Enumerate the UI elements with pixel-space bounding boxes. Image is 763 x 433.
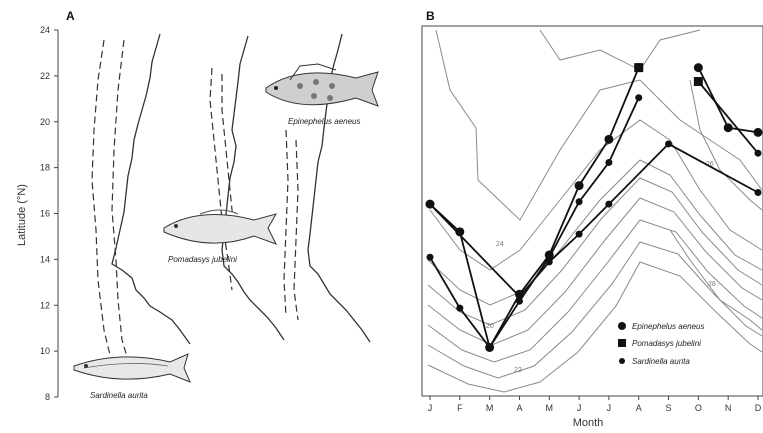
y-tick-label: 24 xyxy=(40,25,50,35)
species-label-sardinella: Sardinella aurita xyxy=(90,391,148,400)
y-tick-label: 12 xyxy=(40,300,50,310)
x-tick-label: J xyxy=(607,403,612,413)
route-sardinella-2-icon xyxy=(111,39,129,361)
data-point-dot xyxy=(575,198,583,206)
panel-a-label: A xyxy=(66,9,75,23)
migration-routes xyxy=(91,39,299,361)
series-line xyxy=(429,67,640,350)
x-tick-label: M xyxy=(486,403,494,413)
sardinella-fish-icon xyxy=(73,353,191,383)
x-tick-label: D xyxy=(755,403,762,413)
isotherm-label: 22 xyxy=(514,367,522,374)
series-line xyxy=(429,142,759,298)
x-tick-label: A xyxy=(636,403,642,413)
x-tick-label: S xyxy=(666,403,672,413)
data-point-dot xyxy=(486,343,494,351)
isotherm-contours xyxy=(427,29,763,393)
route-epinephelus-1-icon xyxy=(283,129,289,317)
data-point-dot xyxy=(545,258,553,266)
route-pomadasys-2-icon xyxy=(221,74,235,231)
coastline-2-icon xyxy=(221,35,285,341)
data-point-dot xyxy=(665,140,673,148)
data-point-dot xyxy=(635,94,643,102)
legend-label-pomadasys: Pomadasys jubelini xyxy=(632,339,701,348)
coastline-1-icon xyxy=(111,33,191,345)
panel-a-y-label: Latitude (°N) xyxy=(16,184,28,246)
x-tick-label: M xyxy=(546,403,554,413)
panel-b-legend: Epinephelus aeneus Pomadasys jubelini Sa… xyxy=(618,322,705,366)
data-point-dot xyxy=(754,189,762,196)
data-point-dot xyxy=(426,253,434,261)
isotherm-label: 26 xyxy=(706,161,714,168)
legend-label-epinephelus: Epinephelus aeneus xyxy=(632,322,705,331)
isotherm-label: 28 xyxy=(708,281,716,288)
y-tick-label: 10 xyxy=(40,346,50,356)
panel-b-label: B xyxy=(426,9,435,23)
y-tick-label: 14 xyxy=(40,254,50,264)
x-tick-label: F xyxy=(457,403,463,413)
panel-b: B 20 22 24 26 28 J F M A M J J A S O N D Month xyxy=(421,9,763,429)
data-point-dot xyxy=(426,200,434,208)
data-point-circle xyxy=(693,63,703,73)
panel-a: A 8 10 12 14 16 18 20 22 24 Latitude (°N) xyxy=(16,9,379,402)
species-label-pomadasys: Pomadasys jubelini xyxy=(168,255,237,264)
x-tick-label: A xyxy=(516,403,522,413)
route-epinephelus-2-icon xyxy=(293,139,299,321)
panel-b-x-label: Month xyxy=(573,417,604,429)
series-line xyxy=(697,67,759,134)
data-point-dot xyxy=(694,78,702,85)
data-point-circle xyxy=(604,134,614,144)
pomadasys-fish-icon xyxy=(163,209,278,245)
data-point-dot xyxy=(605,200,613,208)
route-sardinella-1-icon xyxy=(91,39,111,356)
x-tick-label: N xyxy=(725,403,732,413)
data-point-dot xyxy=(515,293,523,301)
isotherm-label: 24 xyxy=(496,241,504,248)
y-tick-label: 22 xyxy=(40,71,50,81)
data-point-circle xyxy=(723,123,733,133)
x-tick-label: J xyxy=(577,403,582,413)
y-tick-label: 20 xyxy=(40,117,50,127)
data-point-dot xyxy=(754,149,762,157)
series-line xyxy=(697,80,759,154)
panel-b-frame xyxy=(421,25,763,397)
y-tick-label: 8 xyxy=(45,392,50,402)
legend-marker-square xyxy=(618,339,626,347)
x-tick-label: O xyxy=(695,403,702,413)
data-point-dot xyxy=(575,230,583,238)
panel-a-y-ticks: 8 10 12 14 16 18 20 22 24 xyxy=(40,25,58,402)
legend-marker-dot xyxy=(619,358,625,364)
isotherm-labels: 20 22 24 26 28 xyxy=(486,161,716,374)
epinephelus-fish-icon xyxy=(265,63,379,107)
route-pomadasys-1-icon xyxy=(209,67,233,291)
data-point-dot xyxy=(456,304,464,312)
x-tick-label: J xyxy=(428,403,433,413)
data-point-dot xyxy=(605,158,613,166)
data-point-circle xyxy=(574,181,584,191)
isotherm-label: 20 xyxy=(486,323,494,330)
legend-label-sardinella: Sardinella aurita xyxy=(632,357,690,366)
data-point-circle xyxy=(455,227,465,237)
data-point-circle xyxy=(753,127,763,137)
panel-b-series xyxy=(425,63,763,352)
species-label-epinephelus: Epinephelus aeneus xyxy=(288,117,361,126)
legend-marker-circle xyxy=(618,322,626,330)
y-tick-label: 16 xyxy=(40,209,50,219)
data-point-square xyxy=(634,63,644,73)
y-tick-label: 18 xyxy=(40,163,50,173)
